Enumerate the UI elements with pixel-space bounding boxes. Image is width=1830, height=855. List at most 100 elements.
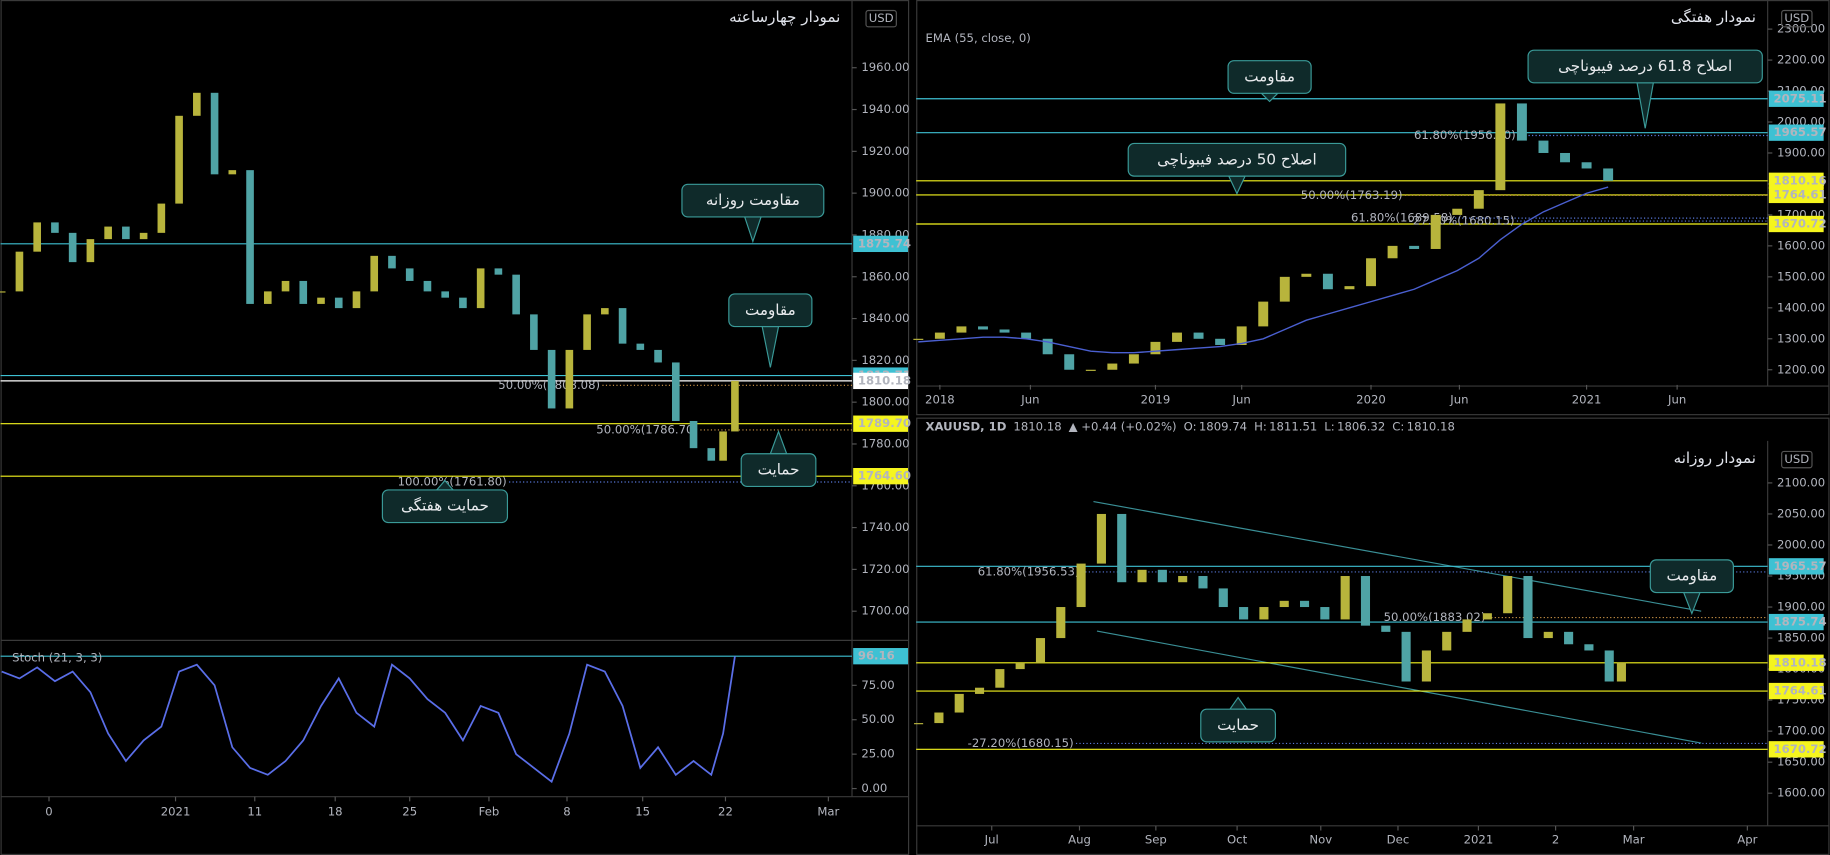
candle (601, 308, 609, 315)
currency-box (1781, 450, 1813, 469)
y-tick-label: 1700.00 (1777, 724, 1825, 738)
header-text: 1810.18 (1013, 419, 1061, 433)
candle (405, 268, 414, 281)
candle (956, 326, 967, 333)
x-tick-label: 2021 (1464, 832, 1494, 846)
candle (1015, 662, 1025, 670)
candle (999, 329, 1010, 333)
price-label-box (1768, 124, 1824, 141)
fib-label: 50.00%(1763.19) (1301, 188, 1403, 202)
price-label-box (1768, 215, 1824, 233)
candle (547, 349, 556, 409)
candle (299, 280, 308, 304)
price-label: 1810.18 (858, 373, 911, 387)
fib-label: 61.80%(1689.58) (1351, 211, 1453, 225)
header-text: L: (1324, 419, 1334, 433)
x-tick-label: Jun (1449, 393, 1468, 407)
annotation-box (728, 293, 813, 328)
candle (1299, 600, 1310, 608)
candle (1523, 576, 1533, 639)
candle (1320, 607, 1330, 620)
price-label-box (1768, 186, 1824, 204)
price-label: 1810.16 (1773, 173, 1826, 187)
header-text: ▲ +0.44 (+0.02%) (1069, 419, 1177, 433)
candle (1564, 631, 1574, 645)
candle (1322, 273, 1333, 290)
price-label-box (1768, 682, 1824, 700)
header-text: H: (1254, 419, 1267, 433)
price-label: 1789.70 (858, 416, 911, 430)
y-tick-label: 1740.00 (861, 520, 909, 534)
annotation-box (1127, 142, 1347, 177)
price-label: 1810.18 (1773, 655, 1826, 669)
x-tick-label: Feb (479, 804, 500, 818)
header-text: 1809.74 (1199, 419, 1247, 433)
x-tick-label: Jun (1020, 393, 1039, 407)
x-tick-label: 2019 (1141, 393, 1171, 407)
price-label-box (853, 415, 909, 432)
candle (1584, 644, 1594, 651)
candle (1301, 273, 1312, 277)
y-tick-label: 1840.00 (861, 311, 909, 325)
candle (565, 349, 574, 409)
x-tick-label: Oct (1227, 832, 1248, 846)
indicator-label: Stoch (21, 3, 3) (12, 650, 102, 664)
candle (1344, 286, 1355, 290)
candle (33, 222, 41, 252)
candle (1096, 513, 1106, 564)
price-label-box (853, 468, 909, 485)
chart-title: نمودار چهارساعته (729, 8, 840, 26)
annotation-box (1527, 49, 1763, 84)
price-label-box (1768, 558, 1824, 575)
candle (317, 297, 325, 304)
y-tick-label: 50.00 (861, 712, 894, 726)
candle (104, 226, 112, 240)
x-tick-label: Aug (1068, 832, 1091, 846)
fib-label: 100.00%(1761.80) (398, 475, 507, 489)
candle (1198, 576, 1208, 589)
candle (1076, 563, 1086, 608)
panel-border (916, 0, 1830, 416)
candle (689, 420, 698, 449)
candle (1581, 162, 1592, 169)
currency: USD (1784, 11, 1809, 25)
fib-label: 50.00%(1883.02) (1384, 610, 1486, 624)
y-tick-label: 2000.00 (1777, 537, 1825, 551)
candle (995, 669, 1005, 688)
currency-box (1781, 9, 1813, 28)
currency: USD (1784, 452, 1809, 466)
y-tick-label: 1300.00 (1777, 331, 1825, 345)
panel-border (916, 417, 1830, 855)
annotation: مقاومت (745, 301, 796, 319)
header-text: 1806.32 (1337, 419, 1385, 433)
candle (388, 255, 396, 269)
x-tick-label: 2021 (1572, 393, 1602, 407)
candle (1042, 338, 1053, 355)
candle (719, 431, 727, 461)
y-tick-label: 1920.00 (861, 144, 909, 158)
y-tick-label: 1940.00 (861, 102, 909, 116)
candle (1056, 607, 1066, 639)
candle (228, 170, 237, 175)
y-tick-label: 25.00 (861, 747, 894, 761)
x-tick-label: 15 (635, 804, 650, 818)
candle (954, 693, 964, 713)
candle (122, 226, 130, 240)
candle (1178, 576, 1188, 583)
candle (281, 280, 290, 292)
y-tick-label: 2050.00 (1777, 506, 1825, 520)
candle (1035, 638, 1046, 663)
candle (914, 723, 924, 725)
price-label: 1875.74 (1773, 615, 1826, 629)
y-tick-label: 1650.00 (1777, 755, 1825, 769)
fib-label: 61.80%(1956.50) (1414, 128, 1516, 142)
price-label: 1670.72 (1773, 216, 1826, 230)
candle (1117, 513, 1127, 583)
candle (1137, 569, 1147, 583)
annotation-box (1200, 708, 1277, 743)
fib-label: 61.80%(1956.53) (978, 564, 1080, 578)
candle (1401, 631, 1411, 682)
x-tick-label: Mar (817, 804, 839, 818)
y-tick-label: 1780.00 (861, 436, 909, 450)
